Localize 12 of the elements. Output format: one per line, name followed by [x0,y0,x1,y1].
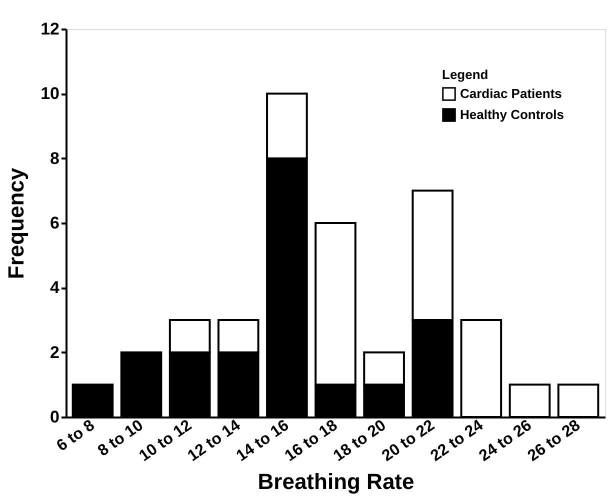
y-tick-label: 2 [50,342,60,362]
legend-label: Cardiac Patients [460,86,562,101]
y-tick-label: 4 [50,278,60,298]
y-tick-label: 6 [50,214,60,232]
legend-title: Legend [442,67,488,82]
y-tick-label: 10 [40,84,60,104]
y-tick-label: 0 [50,408,60,426]
y-tick-label: 8 [50,148,60,168]
x-axis-title: Breathing Rate [258,469,414,494]
y-tick-label: 12 [40,20,60,38]
legend-label: Healthy Controls [460,107,564,122]
y-axis-title: Frequency [4,167,29,280]
